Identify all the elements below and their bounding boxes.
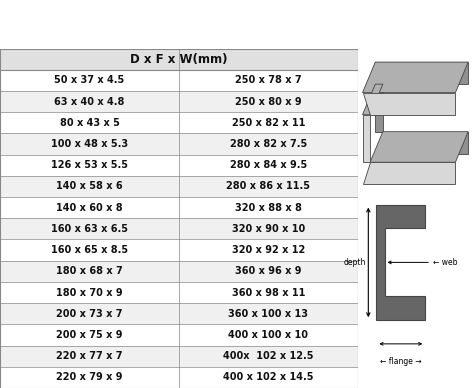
Bar: [0, 346, 358, 367]
Text: 320 x 92 x 12: 320 x 92 x 12: [232, 245, 305, 255]
Text: 160 x 63 x 6.5: 160 x 63 x 6.5: [51, 224, 128, 234]
Text: 126 x 53 x 5.5: 126 x 53 x 5.5: [51, 160, 128, 170]
Polygon shape: [375, 84, 383, 132]
Text: 140 x 58 x 6: 140 x 58 x 6: [56, 182, 123, 191]
Polygon shape: [370, 132, 468, 162]
Bar: [0, 218, 358, 239]
Bar: [0, 176, 358, 197]
Text: ← web: ← web: [433, 258, 458, 267]
Text: 320 x 90 x 10: 320 x 90 x 10: [232, 224, 305, 234]
Text: 63 x 40 x 4.8: 63 x 40 x 4.8: [55, 97, 125, 107]
Text: 360 x 96 x 9: 360 x 96 x 9: [235, 266, 301, 276]
Bar: [0, 70, 358, 91]
Text: 180 x 68 x 7: 180 x 68 x 7: [56, 266, 123, 276]
Text: 320 x 88 x 8: 320 x 88 x 8: [235, 203, 302, 213]
Polygon shape: [363, 62, 468, 93]
Bar: [0, 48, 358, 70]
Text: 220 x 79 x 9: 220 x 79 x 9: [56, 372, 123, 383]
Text: ← flange →: ← flange →: [380, 357, 422, 366]
Bar: [0, 367, 358, 388]
Text: 250 x 80 x 9: 250 x 80 x 9: [235, 97, 302, 107]
Text: depth: depth: [344, 258, 366, 267]
Text: 250 x 82 x 11: 250 x 82 x 11: [232, 118, 305, 128]
Text: 220 x 77 x 7: 220 x 77 x 7: [56, 351, 123, 361]
Text: 200 x 73 x 7: 200 x 73 x 7: [56, 309, 123, 319]
Bar: [0, 91, 358, 112]
Polygon shape: [375, 132, 468, 154]
Text: 140 x 60 x 8: 140 x 60 x 8: [56, 203, 123, 213]
Bar: [0, 282, 358, 303]
Bar: [0, 154, 358, 176]
Polygon shape: [376, 205, 425, 320]
Polygon shape: [363, 84, 383, 115]
Bar: [0, 261, 358, 282]
Bar: [0, 324, 358, 346]
Polygon shape: [363, 115, 370, 162]
Text: 280 x 84 x 9.5: 280 x 84 x 9.5: [230, 160, 307, 170]
Text: 250 x 78 x 7: 250 x 78 x 7: [235, 75, 302, 85]
Text: 280 x 86 x 11.5: 280 x 86 x 11.5: [227, 182, 310, 191]
Text: 100 x 48 x 5.3: 100 x 48 x 5.3: [51, 139, 128, 149]
Text: 160 x 65 x 8.5: 160 x 65 x 8.5: [51, 245, 128, 255]
Text: D x F x W(mm): D x F x W(mm): [130, 53, 228, 66]
Text: 360 x 98 x 11: 360 x 98 x 11: [232, 288, 305, 298]
Bar: [0, 197, 358, 218]
Text: 180 x 70 x 9: 180 x 70 x 9: [56, 288, 123, 298]
Text: 400x  102 x 12.5: 400x 102 x 12.5: [223, 351, 314, 361]
Text: 400 x 102 x 14.5: 400 x 102 x 14.5: [223, 372, 314, 383]
Text: 50 x 37 x 4.5: 50 x 37 x 4.5: [55, 75, 125, 85]
Text: 200 x 75 x 9: 200 x 75 x 9: [56, 330, 123, 340]
Bar: [0, 112, 358, 133]
Polygon shape: [375, 62, 468, 84]
Polygon shape: [363, 162, 456, 184]
Bar: [0, 303, 358, 324]
Text: 400 x 100 x 10: 400 x 100 x 10: [228, 330, 309, 340]
Text: 280 x 82 x 7.5: 280 x 82 x 7.5: [230, 139, 307, 149]
Polygon shape: [363, 93, 456, 115]
Bar: [0, 133, 358, 154]
Text: 360 x 100 x 13: 360 x 100 x 13: [228, 309, 309, 319]
Text: 80 x 43 x 5: 80 x 43 x 5: [60, 118, 119, 128]
Text: Hot rolled equal steel angle: Hot rolled equal steel angle: [60, 17, 298, 31]
Bar: [0, 239, 358, 261]
